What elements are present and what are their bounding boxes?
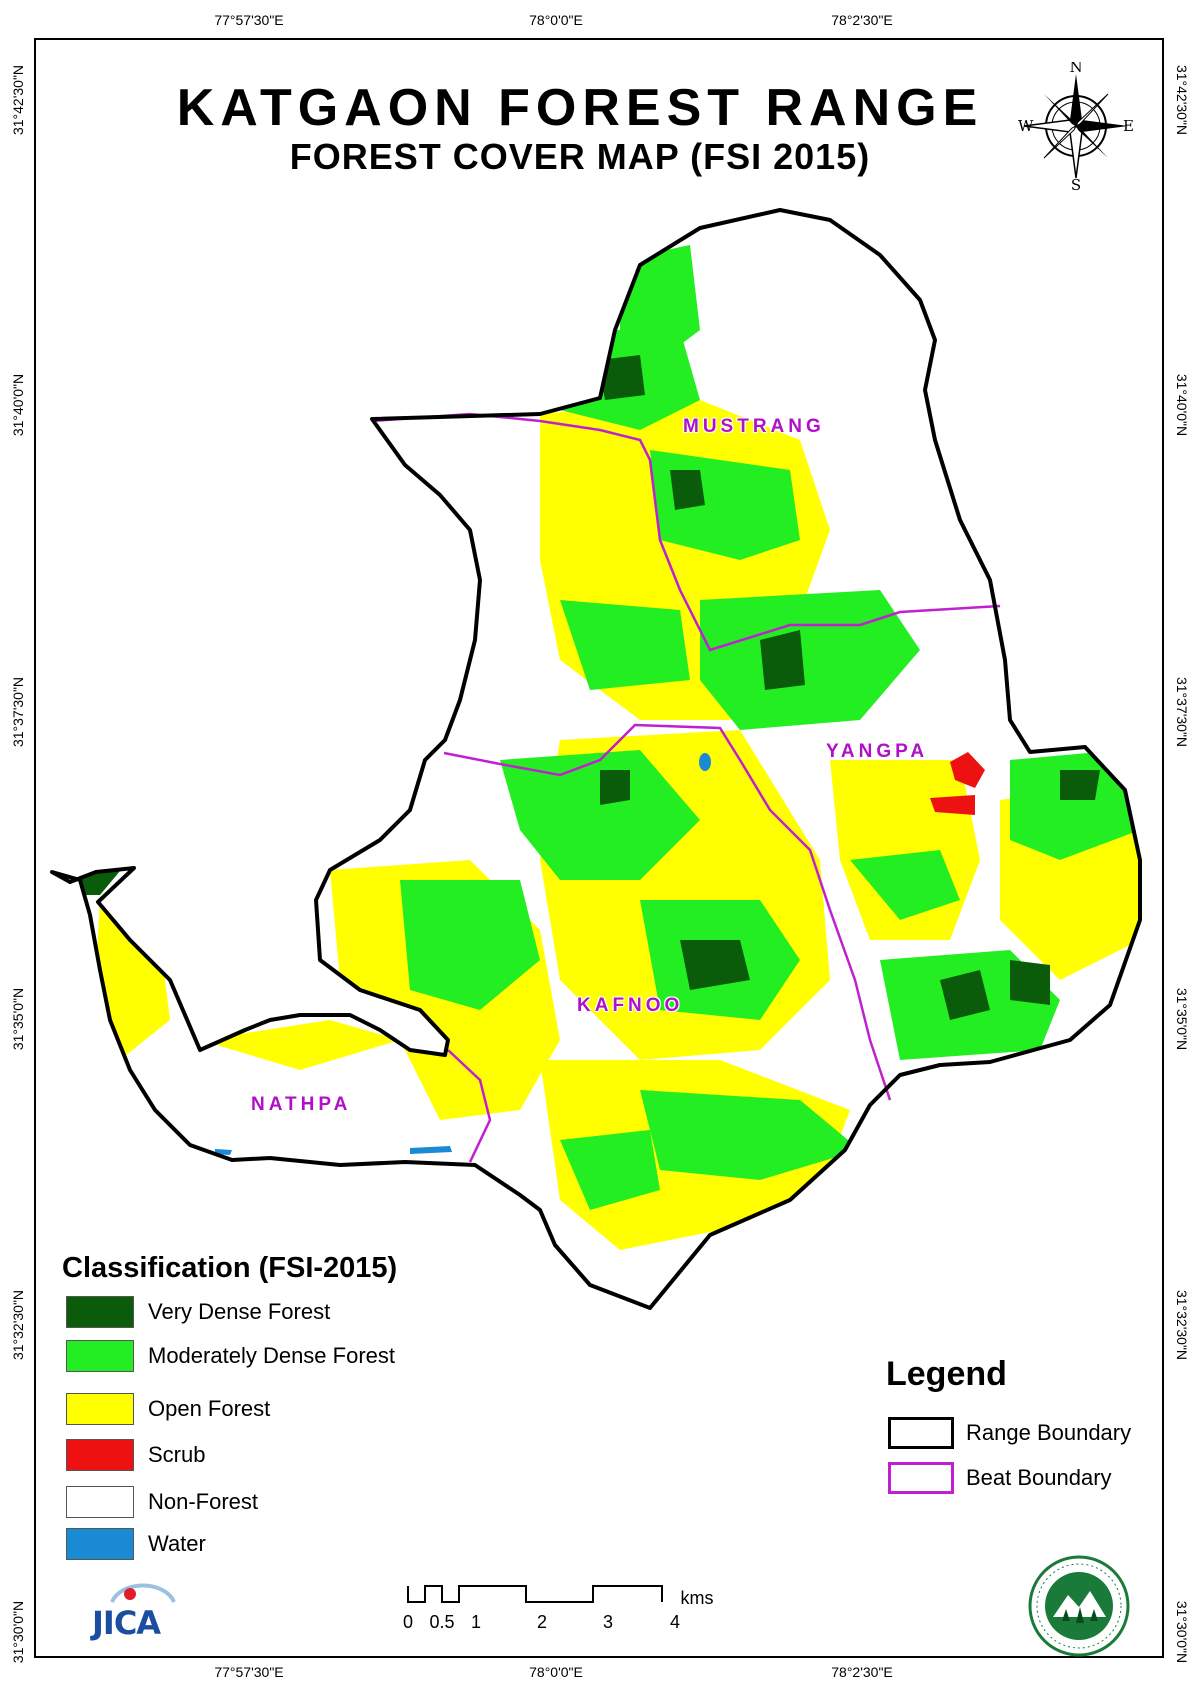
classification-label: Scrub (148, 1442, 206, 1467)
classification-label: Open Forest (148, 1396, 271, 1421)
swatch-non-forest (66, 1486, 134, 1518)
range-boundary-symbol (888, 1417, 954, 1449)
classification-label: Moderately Dense Forest (148, 1343, 395, 1368)
scale-label-3: 3 (602, 1612, 614, 1632)
lon-label-top-3: 78°2'30"E (831, 12, 893, 28)
classification-label: Non-Forest (148, 1489, 259, 1514)
compass-n: N (1069, 62, 1082, 76)
compass-s: S (1071, 176, 1081, 190)
beat-label-yangpa: YANGPA (826, 741, 929, 762)
scale-label-0: 0 (402, 1612, 414, 1632)
map-frame (34, 38, 1164, 1658)
scale-bar (407, 1585, 663, 1603)
legend-item-range-boundary: Range Boundary (888, 1417, 1131, 1449)
lon-label-bottom-2: 78°0'0"E (529, 1664, 583, 1680)
scale-unit: kms (680, 1588, 714, 1608)
classification-label: Very Dense Forest (148, 1299, 331, 1324)
lon-label-bottom-3: 78°2'30"E (831, 1664, 893, 1680)
lon-label-top-1: 77°57'30"E (214, 12, 284, 28)
classification-item-non-forest: Non-Forest (66, 1485, 258, 1519)
beat-label-nathpa: NATHPA (251, 1094, 352, 1115)
classification-title: Classification (FSI-2015) (62, 1252, 398, 1284)
lon-label-top-2: 78°0'0"E (529, 12, 583, 28)
compass-e: E (1123, 117, 1134, 135)
legend-item-beat-boundary: Beat Boundary (888, 1462, 1112, 1494)
jica-logo-mark (110, 1583, 176, 1603)
classification-item-open-forest: Open Forest (66, 1392, 270, 1426)
classification-label: Water (148, 1531, 206, 1556)
swatch-scrub (66, 1439, 134, 1471)
forest-department-emblem-icon (1028, 1555, 1130, 1657)
map-title: KATGAON FOREST RANGE (176, 79, 984, 137)
compass-rose-icon: N S W E (1018, 62, 1134, 190)
legend-label: Beat Boundary (966, 1465, 1112, 1490)
swatch-moderately-dense (66, 1340, 134, 1372)
legend-title: Legend (886, 1355, 1007, 1393)
scale-label-0.5: 0.5 (429, 1612, 455, 1632)
scale-label-2: 2 (536, 1612, 548, 1632)
classification-item-scrub: Scrub (66, 1438, 205, 1472)
map-subtitle: FOREST COVER MAP (FSI 2015) (289, 136, 871, 177)
scale-label-1: 1 (470, 1612, 482, 1632)
beat-label-mustrang: MUSTRANG (683, 416, 825, 437)
classification-item-moderately-dense: Moderately Dense Forest (66, 1339, 395, 1373)
beat-boundary-symbol (888, 1462, 954, 1494)
beat-label-kafnoo: KAFNOO (577, 995, 684, 1016)
scale-label-4: 4 (669, 1612, 681, 1632)
jica-logo-text: JICA (92, 1604, 161, 1642)
compass-w: W (1018, 117, 1034, 135)
classification-item-water: Water (66, 1527, 206, 1561)
classification-item-very-dense: Very Dense Forest (66, 1295, 330, 1329)
legend-label: Range Boundary (966, 1420, 1132, 1445)
swatch-water (66, 1528, 134, 1560)
swatch-open-forest (66, 1393, 134, 1425)
jica-logo: JICA (92, 1580, 182, 1642)
swatch-very-dense (66, 1296, 134, 1328)
lon-label-bottom-1: 77°57'30"E (214, 1664, 284, 1680)
